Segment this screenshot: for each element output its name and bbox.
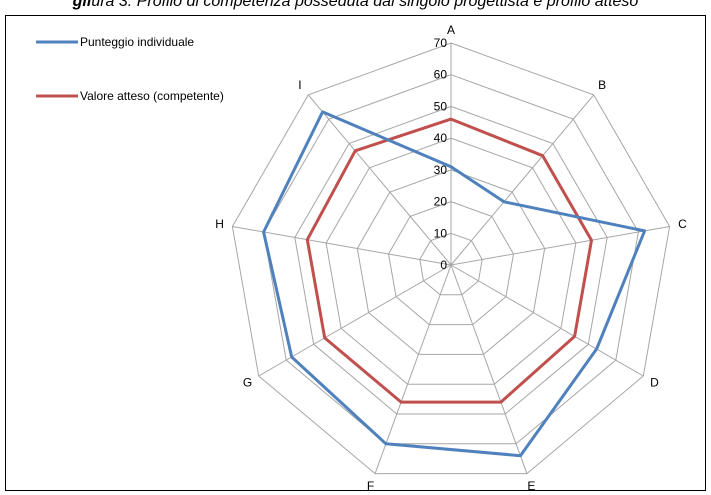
axis-label-B: B bbox=[598, 78, 606, 92]
axis-label-E: E bbox=[527, 479, 535, 493]
series-line-1 bbox=[262, 110, 647, 458]
axis-label-F: F bbox=[367, 479, 374, 493]
tick-label-20: 20 bbox=[434, 195, 448, 209]
spoke-D bbox=[450, 264, 644, 377]
tick-label-40: 40 bbox=[434, 131, 448, 145]
figure-caption-text: ura 3: Profilo di competenza posseduta d… bbox=[91, 0, 639, 10]
tick-label-50: 50 bbox=[434, 99, 448, 113]
tick-label-60: 60 bbox=[434, 68, 448, 82]
legend: Punteggio individuale Valore atteso (comp… bbox=[36, 35, 224, 103]
spoke-F bbox=[374, 264, 452, 474]
axis-label-D: D bbox=[650, 376, 659, 390]
spoke-C bbox=[450, 226, 670, 266]
tick-label-10: 10 bbox=[434, 226, 448, 240]
grid-ring-50 bbox=[294, 105, 608, 415]
spoke-B bbox=[450, 94, 595, 266]
radar-grid bbox=[231, 42, 671, 475]
tick-label-70: 70 bbox=[434, 36, 448, 50]
grid-ring-30 bbox=[356, 169, 546, 355]
axis-label-G: G bbox=[243, 376, 252, 390]
spoke-G bbox=[258, 264, 452, 377]
axis-label-I: I bbox=[298, 78, 301, 92]
grid-ring-10 bbox=[419, 232, 483, 296]
grid-ring-40 bbox=[325, 137, 577, 385]
axis-label-H: H bbox=[215, 217, 224, 231]
tick-label-30: 30 bbox=[434, 163, 448, 177]
spoke-I bbox=[307, 94, 452, 266]
axis-label-A: A bbox=[447, 23, 455, 37]
figure-caption-bold: gli bbox=[72, 0, 92, 10]
tick-label-0: 0 bbox=[440, 258, 447, 272]
grid-ring-70 bbox=[231, 42, 671, 475]
series-line-2 bbox=[305, 117, 593, 404]
radial-tick-labels: 0 10 20 30 40 50 60 70 bbox=[434, 36, 448, 272]
category-axis-labels: A B C D E F G H I bbox=[215, 23, 687, 493]
axis-label-C: C bbox=[678, 217, 687, 231]
grid-ring-60 bbox=[263, 74, 639, 445]
spoke-E bbox=[450, 264, 528, 474]
figure-caption: gliura 3: Profilo di competenza possedut… bbox=[0, 0, 711, 11]
legend-label-1: Punteggio individuale bbox=[80, 35, 194, 49]
spoke-H bbox=[232, 226, 452, 266]
legend-label-2: Valore atteso (competente) bbox=[80, 89, 224, 103]
series-lines bbox=[262, 110, 647, 458]
figure-caption-clipped: gliura 3: Profilo di competenza possedut… bbox=[0, 0, 711, 14]
grid-ring-20 bbox=[387, 201, 515, 326]
